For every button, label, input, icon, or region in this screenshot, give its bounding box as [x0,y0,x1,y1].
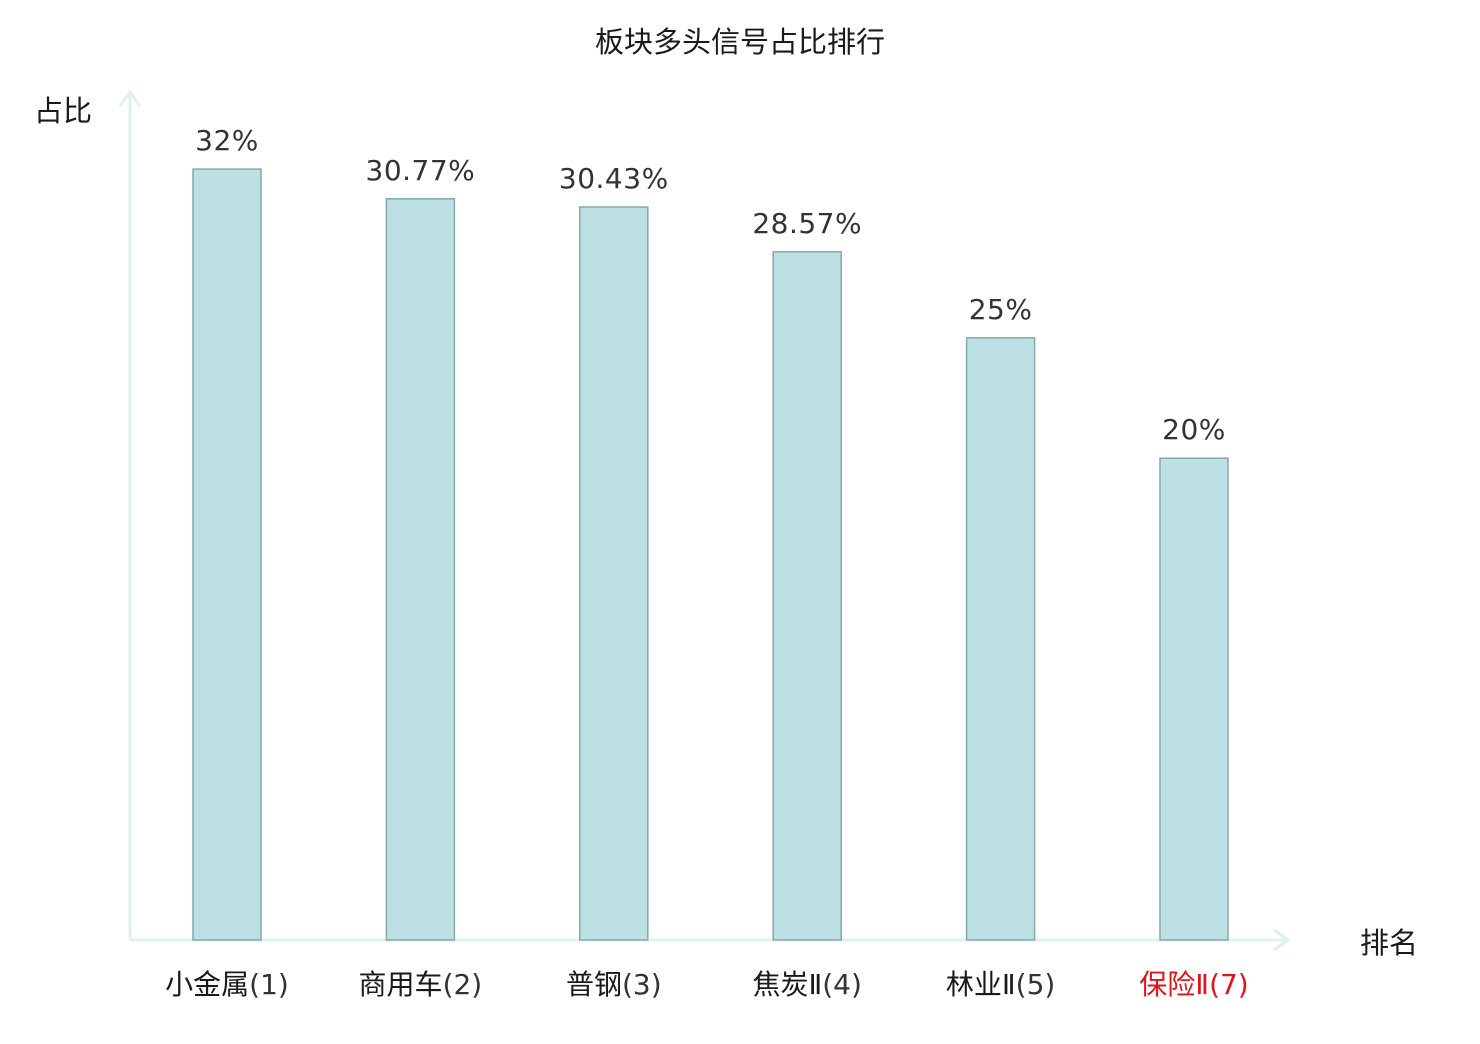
x-tick-labels: 小金属(1) 商用车(2) 普钢(3) 焦炭Ⅱ(4) 林业Ⅱ(5) 保险Ⅱ(7) [165,968,1249,1001]
x-tick-name: 焦炭Ⅱ [752,968,822,1001]
x-tick-rank: (2) [443,968,483,1001]
x-tick-rank: (1) [249,968,289,1001]
bar [192,168,262,941]
x-tick-name: 小金属 [165,968,249,1001]
y-axis-arrow-icon [118,89,142,107]
bar [385,198,456,941]
bar [1159,457,1229,941]
x-tick-name: 林业Ⅱ [946,968,1016,1001]
x-axis-arrow-icon [1273,928,1291,952]
bar-value-label: 32% [195,124,259,157]
bar [772,251,842,941]
value-labels: 32% 30.77% 30.43% 28.57% 25% 20% [195,124,1226,446]
bar-value-label: 20% [1162,413,1226,446]
x-axis-label: 排名 [1360,926,1418,960]
x-tick-label: 焦炭Ⅱ(4) [752,968,861,1001]
y-axis-label: 占比 [34,94,92,128]
x-tick-rank: (5) [1016,968,1056,1001]
x-tick-label: 林业Ⅱ(5) [946,968,1055,1001]
y-axis [118,89,142,940]
bar-series [192,168,1229,941]
bar-value-label: 25% [969,293,1033,326]
bar-value-label: 30.43% [559,162,669,195]
x-tick-label: 商用车(2) [359,968,483,1001]
x-tick-rank: (4) [822,968,862,1001]
bar-value-label: 30.77% [366,154,476,187]
x-axis [130,928,1291,952]
x-tick-label: 小金属(1) [165,968,289,1001]
bar [965,337,1036,941]
bar-value-label: 28.57% [752,207,862,240]
x-tick-rank: (7) [1209,968,1249,1001]
x-tick-name: 普钢 [566,968,622,1001]
x-tick-name: 商用车 [359,968,443,1001]
chart-title: 板块多头信号占比排行 [595,25,885,59]
x-tick-label: 保险Ⅱ(7) [1139,968,1248,1001]
x-tick-name: 保险Ⅱ [1139,968,1209,1001]
bar [579,206,649,941]
x-tick-label: 普钢(3) [566,968,662,1001]
x-tick-rank: (3) [622,968,662,1001]
